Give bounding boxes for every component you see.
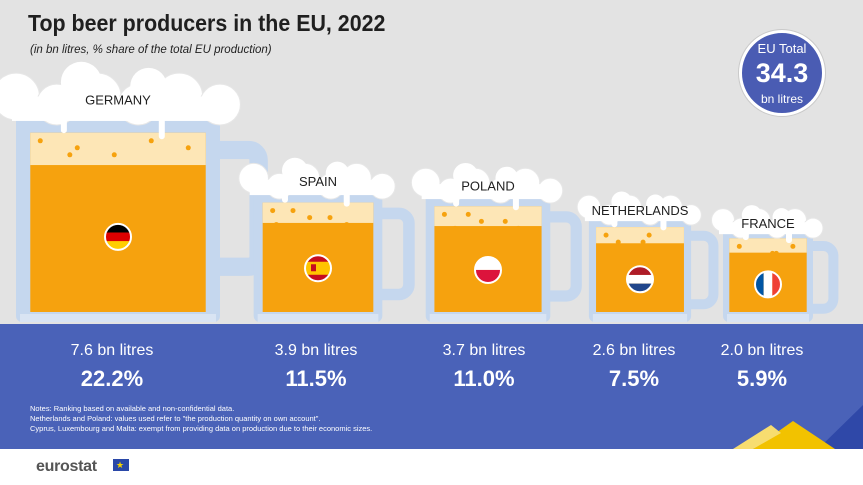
- eu-total-badge: EU Total 34.3 bn litres: [739, 30, 825, 116]
- foam: [576, 191, 702, 231]
- country-label: GERMANY: [85, 93, 151, 108]
- foam: [410, 162, 564, 211]
- bubble: [640, 239, 646, 245]
- netherlands-flag-icon: [626, 265, 654, 294]
- corner-decoration: [733, 405, 863, 449]
- bubble: [452, 225, 458, 231]
- bubble: [465, 211, 471, 217]
- bubble: [646, 232, 652, 238]
- bubble: [273, 222, 279, 228]
- foam: [0, 61, 241, 140]
- mug-germany: GERMANY: [0, 61, 268, 322]
- spain-flag-icon: [304, 254, 332, 283]
- mug-handle: [378, 207, 415, 301]
- france-flag-icon: [754, 270, 782, 299]
- bubble: [185, 145, 191, 151]
- volume-label: 3.7 bn litres: [442, 342, 526, 359]
- share-label: 22.2%: [80, 366, 144, 391]
- bubble: [603, 232, 609, 238]
- note-line: Netherlands and Poland: values used refe…: [30, 414, 321, 423]
- mug-handle: [809, 241, 839, 314]
- country-label: FRANCE: [741, 216, 795, 231]
- germany-flag-icon: [104, 222, 132, 251]
- bubble: [736, 243, 742, 249]
- bubble: [478, 218, 484, 224]
- mug-netherlands: NETHERLANDS: [576, 191, 719, 322]
- mug-handle: [546, 211, 582, 302]
- notes: Notes: Ranking based on available and no…: [30, 404, 372, 434]
- country-label: NETHERLANDS: [592, 203, 689, 218]
- bubble: [67, 152, 73, 158]
- bubble: [111, 152, 117, 158]
- glass-base: [257, 314, 379, 322]
- glass-base: [592, 314, 688, 322]
- glass-base: [429, 314, 547, 322]
- bubble: [515, 225, 521, 231]
- bubble: [790, 243, 796, 249]
- eu-flag-icon: ★: [113, 459, 129, 471]
- bubble: [327, 215, 333, 221]
- volume-label: 2.0 bn litres: [720, 342, 804, 359]
- volume-label: 2.6 bn litres: [592, 342, 676, 359]
- share-label: 7.5%: [608, 366, 660, 391]
- note-line: Notes: Ranking based on available and no…: [30, 404, 235, 413]
- eu-total-label: EU Total: [757, 41, 807, 56]
- glass-base: [727, 314, 809, 322]
- page-subtitle: (in bn litres, % share of the total EU p…: [30, 44, 272, 56]
- bubble: [290, 208, 296, 214]
- eu-total-unit: bn litres: [760, 92, 804, 106]
- bubble: [749, 257, 755, 263]
- poland-flag-icon: [474, 255, 502, 284]
- country-label: SPAIN: [299, 174, 337, 189]
- foam: [711, 205, 824, 244]
- mug-handle: [687, 230, 719, 310]
- bubble: [441, 211, 447, 217]
- beer-top: [596, 227, 684, 244]
- eu-total-value: 34.3: [755, 58, 809, 88]
- volume-label: 7.6 bn litres: [70, 342, 154, 359]
- bubble: [270, 208, 276, 214]
- page-title: Top beer producers in the EU, 2022: [28, 10, 386, 36]
- share-label: 11.5%: [285, 366, 347, 391]
- bubble: [307, 215, 313, 221]
- bubble: [609, 246, 615, 252]
- bubble: [502, 218, 508, 224]
- bubble: [770, 250, 775, 256]
- stats-band: [0, 324, 863, 449]
- bubble: [74, 145, 80, 151]
- beer-top: [30, 132, 206, 166]
- glass-base: [20, 314, 216, 322]
- share-label: 11.0%: [453, 366, 515, 391]
- foam: [238, 157, 396, 207]
- country-label: POLAND: [461, 179, 514, 194]
- note-line: Cyprus, Luxembourg and Malta: exempt fro…: [30, 424, 373, 433]
- beer-top: [262, 202, 374, 223]
- bubble: [773, 250, 779, 256]
- bubble: [753, 257, 759, 263]
- mug-france: FRANCE: [711, 205, 839, 322]
- volume-label: 3.9 bn litres: [274, 342, 358, 359]
- mug-poland: POLAND: [410, 162, 582, 322]
- footer: [0, 449, 863, 485]
- eurostat-logo: eurostat: [36, 458, 97, 475]
- mug-spain: SPAIN: [238, 157, 415, 322]
- bubble: [37, 138, 43, 144]
- bubble: [148, 138, 154, 144]
- bubble: [615, 239, 621, 245]
- share-label: 5.9%: [736, 366, 788, 391]
- bubble: [652, 246, 658, 252]
- bubble: [344, 222, 350, 228]
- beer-top: [434, 206, 542, 227]
